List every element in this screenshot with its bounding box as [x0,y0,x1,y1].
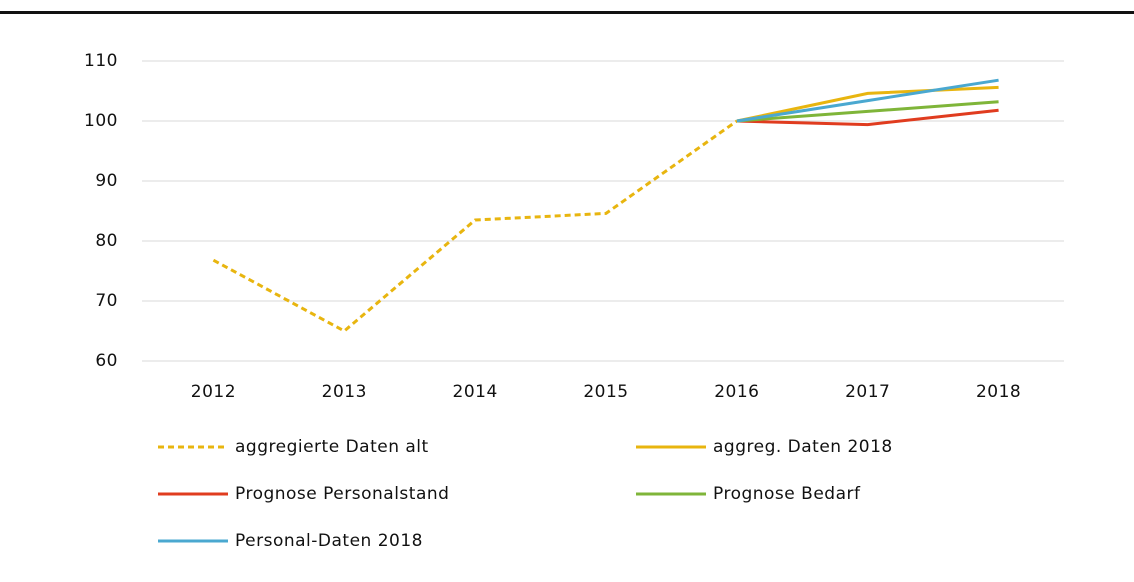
x-tick-label: 2015 [583,382,628,402]
line-series [212,119,738,333]
legend-label: aggreg. Daten 2018 [713,437,893,457]
x-tick-label: 2013 [322,382,367,402]
legend-label: Personal-Daten 2018 [235,531,423,551]
legend-label: Prognose Bedarf [713,484,861,504]
x-tick-label: 2012 [191,382,236,402]
top-rule [0,11,1134,14]
y-tick-label: 80 [95,231,118,251]
y-tick-label: 70 [95,291,118,311]
line-series [736,78,999,123]
line-series [736,100,999,123]
line-series [736,108,999,127]
x-tick-label: 2017 [845,382,890,402]
y-tick-label: 110 [84,51,118,71]
legend-label: aggregierte Daten alt [235,437,429,457]
y-tick-label: 90 [95,171,118,191]
legend-label: Prognose Personalstand [235,484,449,504]
x-tick-label: 2018 [976,382,1021,402]
line-series [736,85,999,123]
y-tick-label: 100 [84,111,118,131]
y-tick-label: 60 [95,351,118,371]
x-tick-label: 2016 [714,382,759,402]
x-tick-label: 2014 [453,382,498,402]
